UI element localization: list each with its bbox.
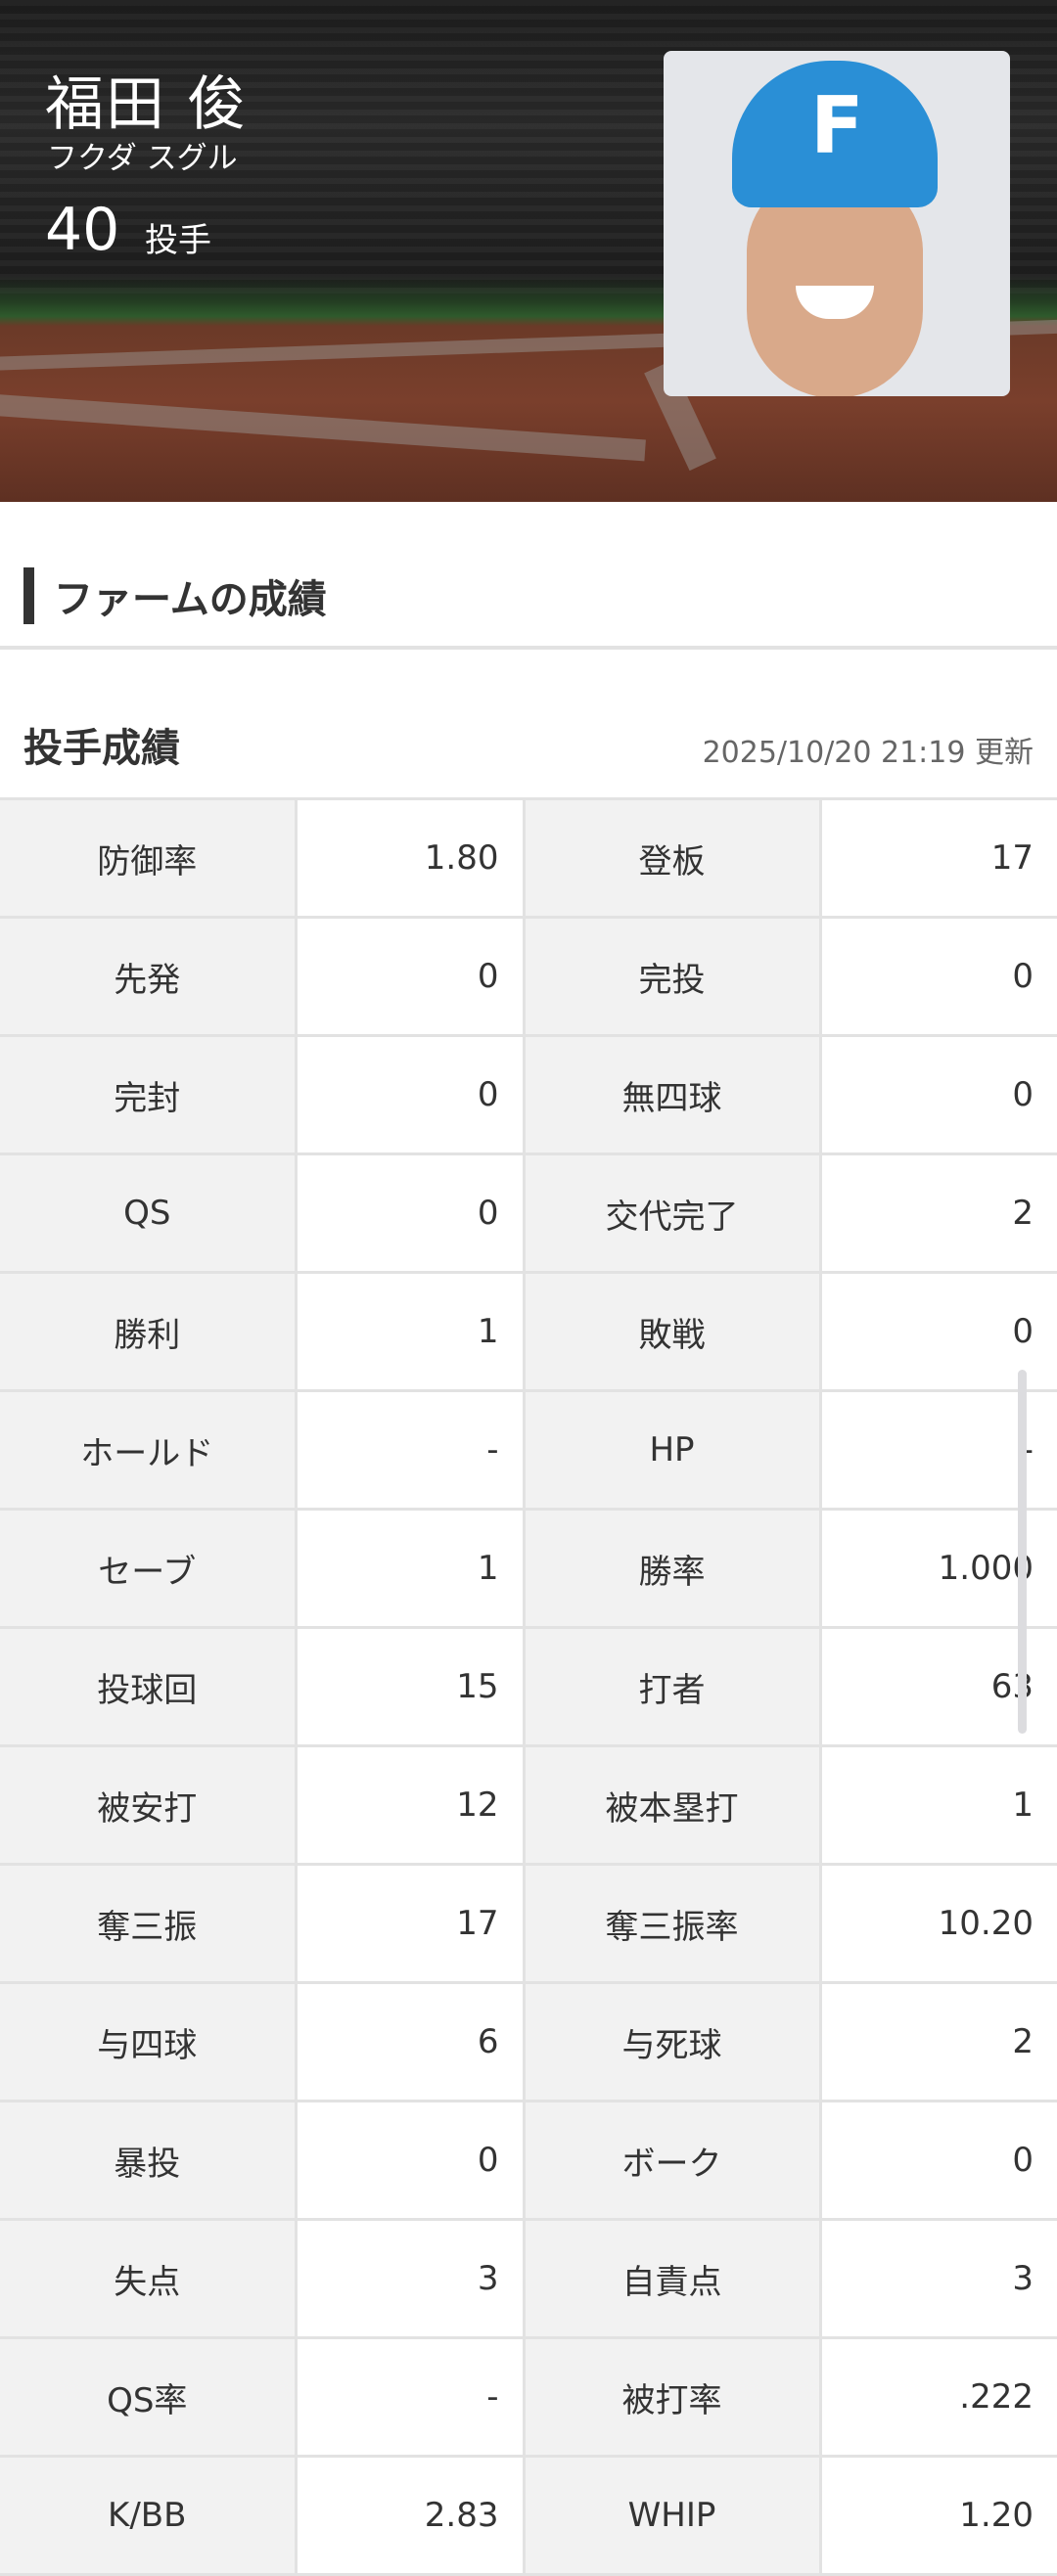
stat-label: 奪三振率 [524, 1863, 822, 1984]
section-accent-bar [23, 567, 34, 624]
stat-value: 1 [820, 1744, 1057, 1866]
stat-value: 12 [296, 1744, 526, 1866]
stat-label: 失点 [0, 2218, 298, 2339]
stat-value: 6 [296, 1981, 526, 2102]
stat-label: K/BB [0, 2455, 298, 2576]
stat-label: 被安打 [0, 1744, 298, 1866]
stat-label: 無四球 [524, 1034, 822, 1155]
stat-value: 1.80 [296, 797, 526, 919]
stat-label: 奪三振 [0, 1863, 298, 1984]
stat-label: 被本塁打 [524, 1744, 822, 1866]
table-row: QS 0 交代完了 2 [0, 1152, 1057, 1274]
stat-value: 2 [820, 1152, 1057, 1274]
stat-value: 0 [296, 1152, 526, 1274]
stat-value: 1.20 [820, 2455, 1057, 2576]
stat-value: 63 [820, 1626, 1057, 1747]
stat-label: 交代完了 [524, 1152, 822, 1274]
stat-label: 自責点 [524, 2218, 822, 2339]
stat-value: 2 [820, 1981, 1057, 2102]
stat-label: WHIP [524, 2455, 822, 2576]
stat-label: 完投 [524, 916, 822, 1037]
stat-value: .222 [820, 2336, 1057, 2458]
stat-value: 1 [296, 1508, 526, 1629]
scrollbar[interactable] [1018, 1370, 1027, 1734]
stat-label: HP [524, 1389, 822, 1511]
stat-label: 与死球 [524, 1981, 822, 2102]
table-row: 被安打 12 被本塁打 1 [0, 1744, 1057, 1866]
table-row: ホールド - HP - [0, 1389, 1057, 1511]
stat-value: 10.20 [820, 1863, 1057, 1984]
stat-label: 勝利 [0, 1271, 298, 1392]
stat-label: 与四球 [0, 1981, 298, 2102]
stat-label: QS [0, 1152, 298, 1274]
stat-value: 2.83 [296, 2455, 526, 2576]
stat-value: 17 [820, 797, 1057, 919]
field-line [0, 391, 646, 462]
stat-value: 3 [820, 2218, 1057, 2339]
player-photo: F [664, 51, 1010, 396]
stat-value: 0 [296, 1034, 526, 1155]
table-row: 失点 3 自責点 3 [0, 2218, 1057, 2339]
player-hero: 福田 俊 フクダ スグル 40 投手 F [0, 0, 1057, 502]
stat-label: 投球回 [0, 1626, 298, 1747]
stat-value: 1 [296, 1271, 526, 1392]
stat-label: 完封 [0, 1034, 298, 1155]
stat-value: 1.000 [820, 1508, 1057, 1629]
stat-label: QS率 [0, 2336, 298, 2458]
stat-value: 3 [296, 2218, 526, 2339]
table-row: QS率 - 被打率 .222 [0, 2336, 1057, 2458]
table-row: 勝利 1 敗戦 0 [0, 1271, 1057, 1392]
stat-value: 0 [820, 1271, 1057, 1392]
face [747, 173, 923, 396]
table-row: セーブ 1 勝率 1.000 [0, 1508, 1057, 1629]
section-header: ファームの成績 [0, 548, 1057, 650]
stat-label: 先発 [0, 916, 298, 1037]
stat-label: 被打率 [524, 2336, 822, 2458]
stat-value: - [296, 2336, 526, 2458]
table-row: 防御率 1.80 登板 17 [0, 797, 1057, 919]
section-title: ファームの成績 [54, 577, 327, 622]
stat-value: 0 [820, 1034, 1057, 1155]
stats-title: 投手成績 [23, 726, 180, 771]
player-kana: フクダ スグル [47, 141, 238, 176]
player-name: 福田 俊 [45, 70, 249, 139]
table-row: K/BB 2.83 WHIP 1.20 [0, 2455, 1057, 2576]
stat-label: 打者 [524, 1626, 822, 1747]
stat-label: 防御率 [0, 797, 298, 919]
stat-label: 暴投 [0, 2100, 298, 2221]
stat-label: セーブ [0, 1508, 298, 1629]
stat-value: 0 [296, 916, 526, 1037]
pitching-stats-table: 防御率 1.80 登板 17 先発 0 完投 0 完封 0 無四球 0 QS 0 交代完了 2 勝利 1 敗戦 0 ホー… [0, 797, 1057, 2576]
table-row: 与四球 6 与死球 2 [0, 1981, 1057, 2102]
stat-label: ホールド [0, 1389, 298, 1511]
stat-value: - [820, 1389, 1057, 1511]
stat-label: ボーク [524, 2100, 822, 2221]
stat-value: 15 [296, 1626, 526, 1747]
stat-value: - [296, 1389, 526, 1511]
player-number: 40 [45, 196, 120, 264]
updated-timestamp: 2025/10/20 21:19 更新 [702, 736, 1034, 770]
stat-value: 0 [820, 916, 1057, 1037]
stat-label: 登板 [524, 797, 822, 919]
table-row: 投球回 15 打者 63 [0, 1626, 1057, 1747]
player-position: 投手 [145, 221, 211, 260]
cap: F [732, 61, 938, 207]
stat-value: 0 [820, 2100, 1057, 2221]
stat-value: 0 [296, 2100, 526, 2221]
table-row: 暴投 0 ボーク 0 [0, 2100, 1057, 2221]
table-row: 奪三振 17 奪三振率 10.20 [0, 1863, 1057, 1984]
stat-label: 勝率 [524, 1508, 822, 1629]
table-row: 先発 0 完投 0 [0, 916, 1057, 1037]
table-row: 完封 0 無四球 0 [0, 1034, 1057, 1155]
stat-value: 17 [296, 1863, 526, 1984]
stat-label: 敗戦 [524, 1271, 822, 1392]
